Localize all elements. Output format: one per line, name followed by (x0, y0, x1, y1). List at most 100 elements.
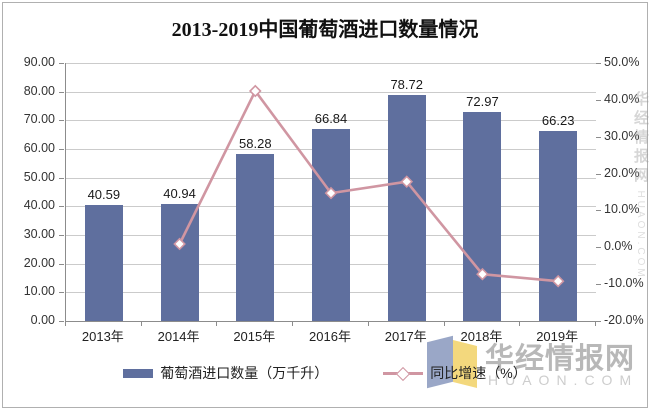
bar-cell: 66.84 (293, 63, 369, 321)
legend-bar-label: 葡萄酒进口数量（万千升） (160, 365, 329, 381)
y-tick-label-left: 80.00 (23, 83, 55, 98)
watermark-vertical-name: 华经情报网 (632, 91, 649, 186)
gridline (66, 120, 596, 122)
bar-value-label: 58.28 (239, 135, 272, 151)
x-tick-mark (595, 322, 596, 326)
y-tick-label-right: 30.0% (604, 128, 640, 143)
growth-polyline (178, 88, 559, 283)
x-tick-mark (140, 322, 142, 326)
bar-cell: 66.23 (520, 63, 596, 321)
y-tick-mark-left (59, 321, 64, 322)
y-tick-label-left: 30.00 (23, 227, 55, 241)
y-tick-label-left: 10.00 (23, 284, 55, 299)
chart-title: 2013-2019中国葡萄酒进口数量情况 (171, 19, 479, 41)
line-point-marker (551, 274, 565, 288)
y-tick-mark-left (59, 120, 64, 122)
x-tick-mark (367, 322, 369, 326)
y-tick-label-right: 40.0% (604, 91, 640, 106)
legend-item-imports: 葡萄酒进口数量（万千升） (123, 363, 328, 383)
y-tick-label-right: -20.0% (604, 313, 644, 327)
x-tick-label: 2018年 (460, 329, 503, 344)
bar-value-label: 78.72 (390, 77, 423, 93)
y-tick-label-left: 70.00 (23, 112, 55, 127)
y-tick-mark-right (596, 99, 601, 101)
y-tick-label-left: 20.00 (23, 255, 55, 270)
x-tick-label: 2015年 (233, 329, 276, 344)
y-tick-label-right: -10.0% (604, 276, 644, 291)
x-tick-mark (519, 322, 521, 326)
y-tick-mark-right (596, 136, 601, 138)
y-tick-mark-left (59, 292, 64, 294)
watermark-site-name: 华经情报网 (485, 343, 636, 375)
x-tick-mark (292, 322, 294, 326)
bar-cell: 40.59 (66, 63, 142, 321)
line-point-marker (248, 84, 262, 98)
line-swatch-icon (383, 366, 424, 381)
y-tick-label-left: 40.00 (23, 198, 55, 213)
right-axis: -20.0% -10.0% 0.0% 10.0% 20.0% 30.0% 40.0% 50.0… (596, 55, 650, 327)
legend-line-label: 同比增速（%） (430, 365, 527, 381)
x-tick-mark (65, 322, 66, 326)
bar-cell: 40.94 (142, 63, 218, 321)
y-tick-mark-left (59, 63, 64, 64)
watermark: 华经情报网 HUAON.COM (427, 335, 639, 399)
x-tick-label: 2013年 (81, 329, 124, 344)
bar (312, 129, 351, 321)
bar-value-label: 72.97 (466, 93, 499, 109)
bar-cell: 78.72 (369, 63, 445, 321)
y-tick-mark-right (596, 210, 601, 212)
x-tick-label: 2017年 (384, 329, 427, 344)
y-tick-mark-left (59, 263, 64, 265)
gridline (66, 63, 596, 64)
legend: 葡萄酒进口数量（万千升） 同比增速（%） (3, 363, 647, 383)
x-tick-mark (216, 322, 218, 326)
y-tick-label-right: 10.0% (604, 202, 640, 217)
watermark-site-url: HUAON.COM (488, 372, 639, 388)
x-tick-mark (443, 322, 445, 326)
bar-series: 40.59 40.94 58.28 66.84 78.72 72.97 66.23 (66, 63, 596, 321)
y-tick-label-right: 0.0% (604, 239, 633, 254)
y-tick-mark-left (59, 91, 64, 93)
diamond-marker-icon (396, 366, 411, 381)
y-tick-mark-right (596, 63, 601, 64)
plot-area: 40.59 40.94 58.28 66.84 78.72 72.97 66.23 (65, 63, 596, 322)
y-tick-mark-left (59, 149, 64, 150)
bar-cell: 58.28 (217, 63, 293, 321)
bar (387, 95, 426, 321)
bar-value-label: 66.23 (541, 113, 575, 129)
y-tick-label-left: 50.00 (23, 169, 55, 184)
bar-value-label: 40.94 (163, 185, 196, 201)
watermark-vertical-url: HUAON.COM (635, 190, 646, 280)
bar (463, 111, 502, 321)
line-point-marker (173, 237, 186, 251)
y-tick-label-left: 90.00 (23, 55, 55, 69)
y-tick-label-right: 20.0% (604, 165, 640, 180)
bar (236, 153, 275, 321)
line-point-marker (476, 267, 489, 281)
x-axis-labels: 2013年 2014年 2015年 2016年 2017年 2018年 2019年 (65, 326, 595, 345)
line-point-marker (324, 186, 338, 200)
x-axis-ticks (65, 322, 596, 327)
y-tick-mark-left (59, 235, 64, 236)
y-tick-mark-left (59, 206, 64, 208)
bar-value-label: 40.59 (87, 186, 121, 202)
line-point-marker (400, 175, 414, 189)
bar-value-label: 66.84 (314, 111, 348, 127)
y-tick-mark-right (596, 321, 601, 322)
y-tick-mark-right (596, 284, 601, 286)
watermark-vertical: 华经情报网 HUAON.COM (630, 91, 650, 280)
x-tick-label: 2016年 (309, 329, 351, 344)
growth-line-layer (173, 84, 565, 288)
legend-item-growth: 同比增速（%） (383, 363, 527, 383)
bar (160, 203, 199, 321)
bar (539, 131, 578, 321)
y-tick-label-left: 60.00 (23, 141, 55, 155)
y-tick-mark-right (596, 247, 601, 249)
x-tick-label: 2014年 (157, 329, 200, 344)
y-tick-mark-right (596, 173, 601, 175)
bar-swatch-icon (123, 368, 154, 378)
left-axis: 0.00 10.00 20.00 30.00 40.00 50.00 60.00 70.00 8… (3, 55, 64, 327)
y-tick-label-right: 50.0% (604, 55, 640, 69)
y-tick-label-left: 0.00 (30, 313, 55, 327)
